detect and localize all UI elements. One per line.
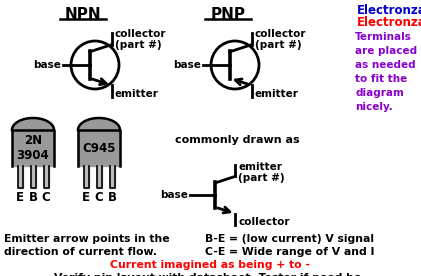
Text: Verify pin layout with datasheet. Tester if need be.: Verify pin layout with datasheet. Tester… [54,273,366,276]
Text: base: base [160,190,188,200]
Text: (part #): (part #) [115,40,161,50]
Text: base: base [33,60,61,70]
Text: B-E = (low current) V signal: B-E = (low current) V signal [205,234,374,244]
Text: PNP: PNP [210,7,245,22]
Text: base: base [173,60,201,70]
Text: (part #): (part #) [238,173,285,183]
Text: C: C [95,191,104,204]
Text: emitter: emitter [238,162,282,172]
Text: Terminals
are placed
as needed
to fit the
diagram
nicely.: Terminals are placed as needed to fit th… [355,32,417,112]
Text: B: B [107,191,117,204]
Text: emitter: emitter [115,89,159,99]
Text: Current imagined as being + to -: Current imagined as being + to - [110,260,310,270]
Polygon shape [78,118,120,130]
Text: B: B [29,191,37,204]
Text: NPN: NPN [65,7,101,22]
Text: Electronzap: Electronzap [357,16,421,29]
Text: C945: C945 [82,142,116,155]
Text: 2N
3904: 2N 3904 [16,134,49,162]
Text: collector: collector [115,29,166,39]
Polygon shape [12,118,54,130]
Text: E: E [82,191,90,204]
Text: emitter: emitter [255,89,298,99]
Text: E: E [16,191,24,204]
Text: Emitter arrow points in the: Emitter arrow points in the [4,234,170,244]
Text: C-E = Wide range of V and I: C-E = Wide range of V and I [205,247,375,257]
Text: collector: collector [238,217,290,227]
Text: (part #): (part #) [255,40,301,50]
Text: commonly drawn as: commonly drawn as [175,135,300,145]
Text: C: C [42,191,51,204]
Text: direction of current flow.: direction of current flow. [4,247,157,257]
Text: collector: collector [255,29,306,39]
Text: Electronzap: Electronzap [357,4,421,17]
